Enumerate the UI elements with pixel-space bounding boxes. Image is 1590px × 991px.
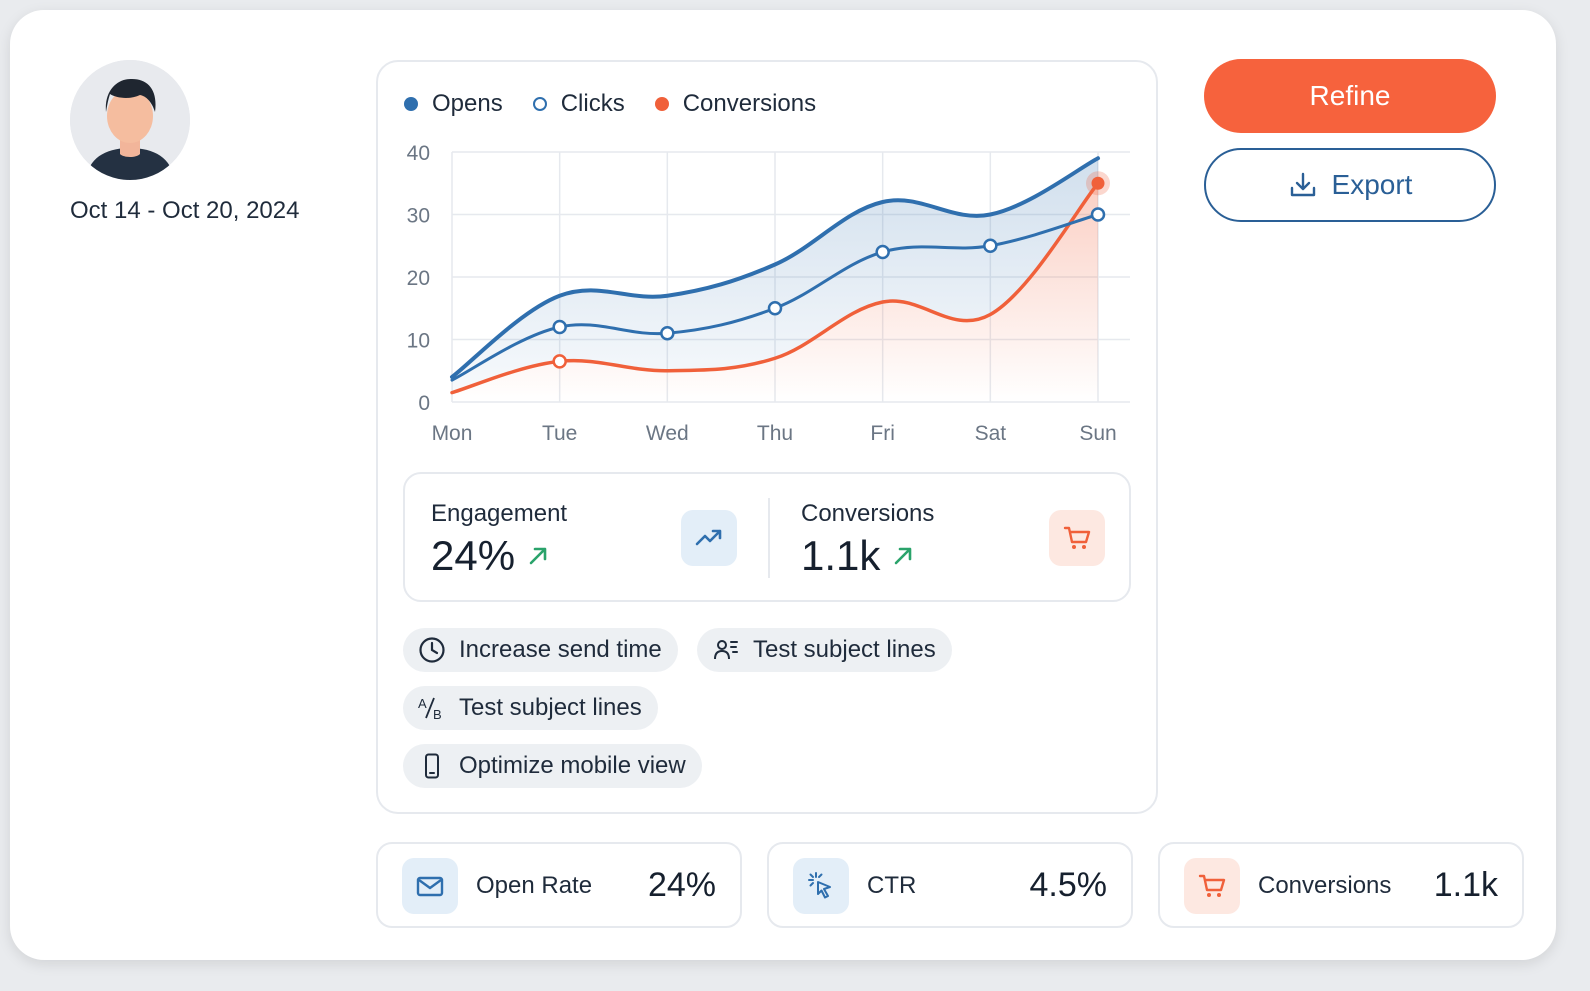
refine-button[interactable]: Refine (1204, 59, 1496, 133)
mobile-icon (417, 751, 447, 781)
mail-icon (402, 858, 458, 914)
users-icon (711, 635, 741, 665)
chip-label: Optimize mobile view (459, 752, 686, 779)
chip-label: Test subject lines (753, 636, 936, 663)
y-tick-label: 10 (407, 330, 430, 353)
kpi-open-rate[interactable]: Open Rate 24% (376, 842, 742, 928)
clicks-point (983, 238, 998, 253)
arrow-up-right-icon (892, 545, 914, 567)
opens-area (452, 158, 1098, 393)
opens-dot-icon (404, 97, 418, 111)
clock-icon (417, 635, 447, 665)
clicks-point (875, 244, 890, 260)
trend-up-icon (681, 510, 737, 566)
legend-clicks: Clicks (532, 90, 625, 118)
legend-conversions-label: Conversions (682, 90, 817, 117)
opens-line (450, 156, 1100, 379)
svg-text:B: B (433, 707, 442, 722)
arrow-up-right-icon (527, 545, 549, 567)
y-tick-label: 0 (418, 392, 430, 415)
clicks-point (660, 326, 675, 341)
engagement-value: 24% (431, 532, 549, 580)
chip-label: Increase send time (459, 636, 662, 663)
kpi-value: 24% (647, 866, 716, 904)
clicks-dot-icon (532, 97, 547, 111)
kpi-label: Conversions (1258, 872, 1392, 899)
legend-opens-label: Opens (432, 90, 503, 117)
line-chart: 0 10 20 30 40 Mon Tue Wed Thu Fri Sat Sun (407, 142, 1130, 445)
kpi-label: Open Rate (476, 872, 593, 899)
cart-icon (1049, 510, 1105, 566)
export-button[interactable]: Export (1204, 148, 1496, 222)
kpi-label: CTR (867, 872, 917, 899)
conversions-area (452, 183, 1098, 402)
x-tick-label: Sun (1079, 422, 1116, 445)
svg-text:A: A (418, 696, 427, 711)
chart-legend: Opens Clicks Conversions (404, 90, 846, 118)
conversions-value-text: 1.1k (801, 532, 881, 579)
y-tick-label: 40 (407, 142, 430, 165)
kpi-conversions[interactable]: Conversions 1.1k (1158, 842, 1524, 928)
y-tick-label: 30 (407, 205, 430, 228)
suggestion-chip-mobile-view[interactable]: Optimize mobile view (403, 744, 702, 788)
cursor-click-icon (793, 858, 849, 914)
conversions-point (1091, 176, 1105, 190)
stats-divider (768, 498, 770, 578)
suggestion-chip-subject-lines[interactable]: Test subject lines (697, 628, 952, 672)
stats-summary: Engagement 24% Conversions 1.1k (403, 472, 1131, 602)
engagement-value-text: 24% (431, 532, 516, 579)
legend-opens: Opens (404, 90, 503, 118)
suggestion-chip-send-time[interactable]: Increase send time (403, 628, 678, 672)
avatar[interactable] (70, 60, 190, 180)
clicks-point (552, 319, 567, 335)
legend-clicks-label: Clicks (560, 90, 625, 117)
conversions-value: 1.1k (801, 532, 914, 580)
x-tick-label: Thu (757, 422, 793, 445)
x-tick-label: Sat (975, 422, 1007, 445)
user-avatar-icon (70, 60, 190, 180)
x-tick-label: Fri (870, 422, 895, 445)
x-tick-label: Tue (542, 422, 577, 445)
conversions-point (552, 354, 567, 369)
kpi-value: 1.1k (1433, 866, 1498, 904)
y-tick-label: 20 (407, 267, 430, 290)
kpi-ctr[interactable]: CTR 4.5% (767, 842, 1133, 928)
legend-conversions: Conversions (654, 90, 817, 118)
engagement-label: Engagement (431, 500, 568, 527)
conversions-label: Conversions (801, 500, 935, 527)
chip-label: Test subject lines (459, 694, 642, 721)
download-icon (1288, 170, 1318, 200)
export-button-label: Export (1331, 169, 1413, 200)
date-range: Oct 14 - Oct 20, 2024 (70, 197, 300, 224)
clicks-point (1090, 207, 1106, 222)
cart-icon (1184, 858, 1240, 914)
x-tick-label: Wed (646, 422, 689, 445)
conversions-dot-icon (654, 97, 669, 111)
kpi-value: 4.5% (1029, 866, 1108, 904)
clicks-point (767, 301, 783, 316)
x-tick-label: Mon (432, 422, 473, 445)
